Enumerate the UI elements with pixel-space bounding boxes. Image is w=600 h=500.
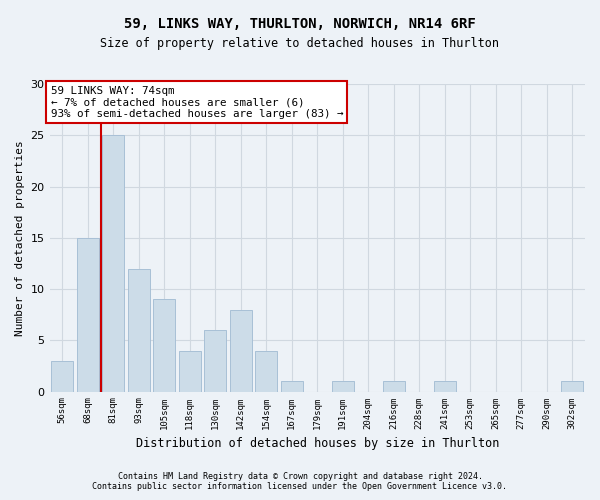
- Bar: [77, 238, 98, 392]
- X-axis label: Distribution of detached houses by size in Thurlton: Distribution of detached houses by size …: [136, 437, 499, 450]
- Bar: [256, 350, 277, 392]
- Bar: [128, 268, 149, 392]
- Text: 59, LINKS WAY, THURLTON, NORWICH, NR14 6RF: 59, LINKS WAY, THURLTON, NORWICH, NR14 6…: [124, 18, 476, 32]
- Bar: [434, 382, 455, 392]
- Text: 59 LINKS WAY: 74sqm
← 7% of detached houses are smaller (6)
93% of semi-detached: 59 LINKS WAY: 74sqm ← 7% of detached hou…: [50, 86, 343, 118]
- Bar: [179, 350, 200, 392]
- Bar: [230, 310, 251, 392]
- Y-axis label: Number of detached properties: Number of detached properties: [15, 140, 25, 336]
- Bar: [103, 136, 124, 392]
- Bar: [205, 330, 226, 392]
- Bar: [383, 382, 404, 392]
- Bar: [154, 300, 175, 392]
- Text: Size of property relative to detached houses in Thurlton: Size of property relative to detached ho…: [101, 38, 499, 51]
- Bar: [281, 382, 302, 392]
- Text: Contains public sector information licensed under the Open Government Licence v3: Contains public sector information licen…: [92, 482, 508, 491]
- Text: Contains HM Land Registry data © Crown copyright and database right 2024.: Contains HM Land Registry data © Crown c…: [118, 472, 482, 481]
- Bar: [52, 361, 73, 392]
- Bar: [562, 382, 583, 392]
- Bar: [332, 382, 353, 392]
